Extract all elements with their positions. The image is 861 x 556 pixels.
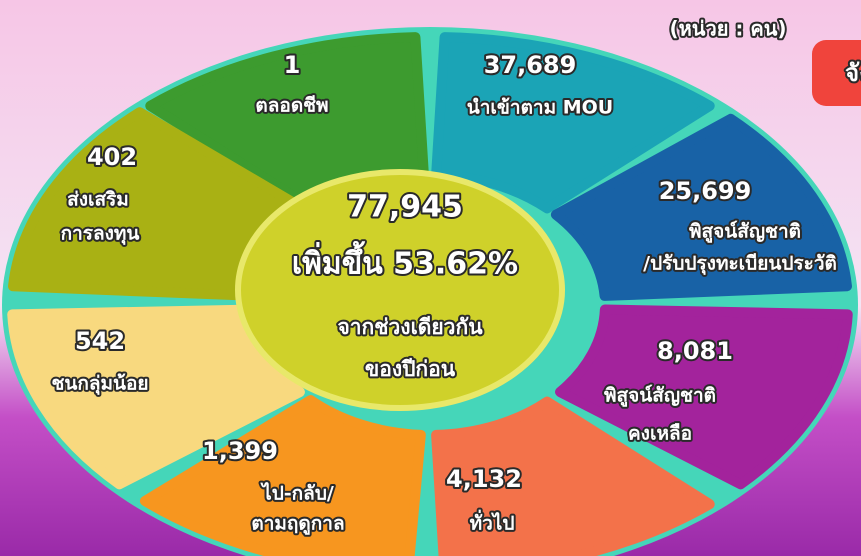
button[interactable] (812, 40, 861, 106)
segment (550, 113, 852, 301)
segment-label: พิสูจน์สัญชาติ (689, 221, 801, 244)
segment-value: 4,132 (446, 465, 522, 493)
segment (555, 304, 853, 490)
segment-value: 1,399 (202, 437, 278, 465)
segment (431, 396, 715, 556)
segment-label: พิสูจน์สัญชาติ (604, 385, 716, 408)
segments (7, 32, 853, 556)
segment-label: /ปรับปรุงทะเบียนประวัติ (643, 253, 837, 276)
center-note: จากช่วงเดียวกัน (337, 315, 483, 339)
segment-label: ชนกลุ่มน้อย (51, 373, 148, 396)
segment-label: การลงทุน (61, 223, 140, 246)
segment-label: ตามฤดูกาล (251, 513, 344, 536)
segment-label: ไป-กลับ/ (260, 482, 334, 505)
center-disc (235, 169, 565, 411)
segment-label: คงเหลือ (628, 423, 692, 445)
segment-label: นำเข้าตาม MOU (467, 97, 613, 119)
segment-value: 25,699 (659, 177, 752, 205)
center-note: ของปีก่อน (365, 357, 456, 381)
segment-value: 402 (87, 143, 137, 171)
segment-label: ตลอดชีพ (255, 95, 328, 117)
center-change: เพิ่มขึ้น 53.62% (292, 241, 518, 282)
segment (431, 32, 715, 214)
button-label[interactable]: จัง (843, 57, 861, 89)
unit-label: (หน่วย : คน) (669, 17, 786, 41)
segment-label: ส่งเสริม (67, 189, 129, 211)
segment-value: 8,081 (657, 337, 733, 365)
segment-value: 542 (75, 327, 125, 355)
center-total: 77,945 (347, 190, 463, 225)
segment (139, 395, 426, 556)
segment-value: 1 (284, 51, 301, 79)
segment-value: 37,689 (484, 51, 577, 79)
segment-label: ทั่วไป (470, 510, 515, 535)
